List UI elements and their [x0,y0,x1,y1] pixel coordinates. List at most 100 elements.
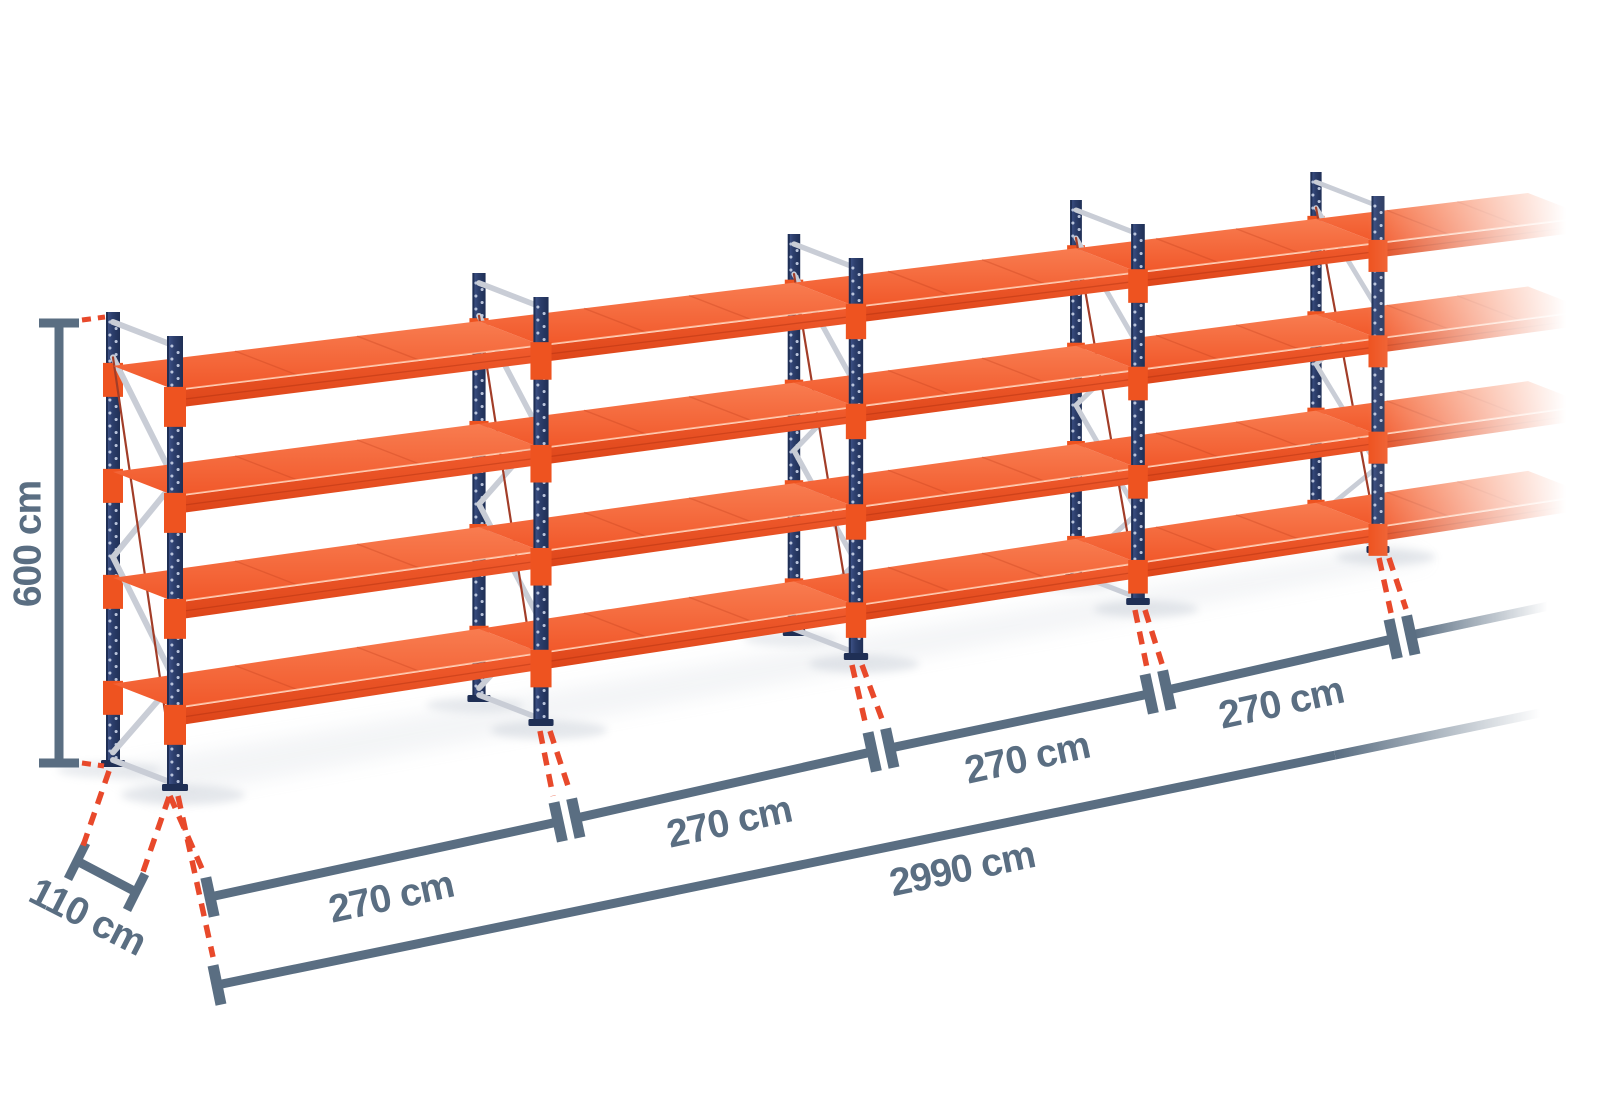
deck-edge-highlight [1137,526,1379,564]
perforation-hole [114,508,118,513]
perforation-hole [1133,310,1137,314]
perforation-hole [474,606,478,610]
perforation-hole [1139,329,1143,334]
perforation-hole [795,547,799,552]
deck-edge-highlight [540,305,857,346]
perforation-hole [108,658,112,662]
perforation-hole [1139,342,1143,347]
perforation-hole [789,541,793,545]
deck-seam [1155,526,1219,552]
beam-groove [1137,534,1379,573]
foot-leader [1132,609,1150,669]
perforation-hole [1133,401,1137,405]
perforation-hole [176,532,180,537]
beam-groove [1377,412,1591,444]
perforation-hole [170,760,174,764]
perforation-hole [1139,511,1143,516]
perforation-hole [114,339,118,344]
perforation-hole [857,285,861,290]
perforation-hole [176,428,180,433]
perforation-hole [480,612,484,617]
beam-groove [1377,224,1591,253]
perforation-hole [1077,526,1081,531]
beam-groove [855,571,1139,616]
perforation-hole [1373,412,1377,416]
foot-leader [1142,609,1165,665]
perforation-hole [1373,425,1377,429]
perforation-hole [1077,435,1081,440]
shelf-beam [1138,527,1378,579]
perforation-hole [542,428,546,433]
perforation-hole [851,591,855,595]
perforation-hole [789,567,793,571]
perforation-hole [1379,496,1383,501]
perforation-hole [542,506,546,511]
foot-leader [849,664,869,727]
shelf-beam [175,346,541,408]
deck-seam [1235,227,1299,254]
perforation-hole [108,567,112,571]
perforation-hole [1071,429,1075,433]
beam-bracket [530,342,552,380]
perforation-hole [170,578,174,582]
perforation-hole [1311,297,1315,301]
perforation-hole [1071,312,1075,316]
height-leader-bottom [81,760,105,769]
shelf-beam [175,551,541,620]
perforation-hole [176,545,180,550]
perforation-hole [1071,221,1075,225]
perforation-hole [789,346,793,350]
perforation-hole [474,580,478,584]
beam-bracket [164,704,186,745]
perforation-hole [114,677,118,682]
perforation-hole [1373,516,1377,520]
deck-seam [234,350,298,376]
perforation-hole [1317,472,1321,477]
beam-bracket [164,492,186,533]
deck-seam [887,469,951,495]
perforation-hole [1077,305,1081,310]
perforation-hole [1317,186,1321,191]
perforation-hole [176,571,180,576]
perforation-hole [1311,271,1315,275]
perforation-hole [1133,453,1137,457]
perforation-hole [1373,230,1377,234]
bottom-brace [791,626,859,656]
foot-leaders [167,557,1409,958]
foot-shadow [1336,548,1436,566]
perforation-hole [474,411,478,415]
perforation-hole [108,333,112,337]
front-upright [528,297,554,726]
perforation-hole [857,389,861,394]
shelf-deck [1076,218,1378,273]
perforation-hole [536,591,540,595]
perforation-hole [542,519,546,524]
beam-groove [174,354,542,401]
perforation-hole [536,396,540,400]
beam-bracket [1128,465,1148,499]
perforation-hole [1139,407,1143,412]
perforation-hole [542,441,546,446]
perforation-hole [108,346,112,350]
perforation-hole [1071,533,1075,537]
perforation-hole [1373,204,1377,208]
bay-divider-tick [566,797,586,839]
perforation-hole [1139,303,1143,308]
perforation-hole [1139,459,1143,464]
deck-seam [356,543,420,569]
perforation-hole [480,287,484,292]
deck-edge-highlight [855,271,1139,308]
perforation-hole [1379,275,1383,280]
beam-groove [540,415,857,459]
perforation-hole [1133,557,1137,561]
deck-seam [981,357,1045,383]
perforation-hole [1133,544,1137,548]
foot-leader [167,794,206,873]
perforation-hole [108,619,112,623]
perforation-hole [795,560,799,565]
bay-dimension-fade-segment [1413,601,1549,639]
deck-seam [887,369,951,395]
bay-divider-tick [1383,618,1403,660]
perforation-hole [176,558,180,563]
shelf-beam [541,307,856,363]
